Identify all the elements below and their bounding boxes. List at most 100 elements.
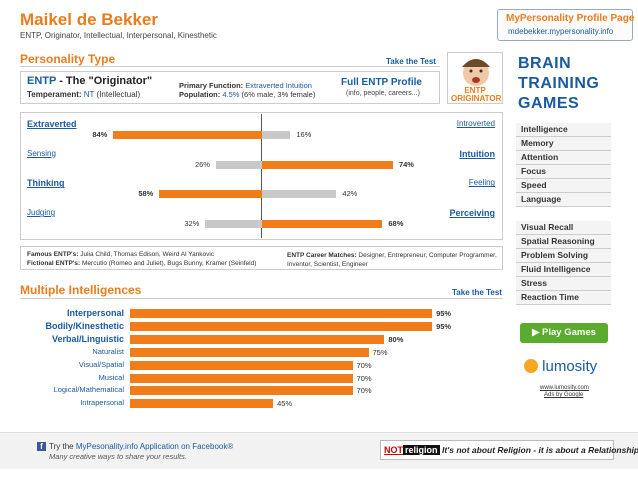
intelligence-bar <box>130 321 433 331</box>
value-left: 26% <box>194 159 210 169</box>
career-line: ENTP Career Matches: Designer, Entrepren… <box>287 251 497 269</box>
population-detail: (6% male, 3% female) <box>241 90 316 99</box>
fb-prefix: Try the <box>49 442 74 451</box>
famous-line: Famous ENTP's: Julia Child, Thomas Ediso… <box>27 251 214 258</box>
intelligence-name[interactable]: Verbal/Linguistic <box>51 333 124 344</box>
sidebar-item[interactable]: Memory <box>516 137 611 151</box>
fictional-line: Fictional ENTP's: Mercutio (Romeo and Ju… <box>27 260 256 267</box>
sidebar-item[interactable]: Fluid Intelligence <box>516 263 611 277</box>
intelligence-name[interactable]: Visual/Spatial <box>78 359 124 369</box>
sidebar-item[interactable]: Attention <box>516 151 611 165</box>
trait-left[interactable]: Thinking <box>27 178 65 189</box>
badge-title: MyPersonality Profile Page <box>506 13 635 24</box>
sidebar-item[interactable]: Visual Recall <box>516 221 611 235</box>
intelligence-name[interactable]: Musical <box>98 372 124 382</box>
intelligence-bar <box>130 399 274 409</box>
trait-right[interactable]: Feeling <box>468 178 495 188</box>
bar-left <box>159 190 262 199</box>
section-heading: Multiple Intelligences <box>20 283 142 297</box>
sidebar-item[interactable]: Intelligence <box>516 123 611 137</box>
bar-right <box>262 220 383 229</box>
intelligence-value: 95% <box>436 309 452 318</box>
fictional-label: Fictional ENTP's: <box>27 260 81 267</box>
sidebar-item[interactable]: Language <box>516 193 611 207</box>
primary-label: Primary Function: <box>179 81 244 90</box>
type-code: ENTP <box>27 75 57 87</box>
play-button[interactable]: ▶ Play Games <box>520 323 608 343</box>
sidebar-item[interactable]: Stress <box>516 277 611 291</box>
trait-left[interactable]: Sensing <box>27 148 56 158</box>
value-left: 58% <box>138 189 154 199</box>
type-name: - The "Originator" <box>59 75 153 87</box>
trait-right[interactable]: Introverted <box>456 119 495 128</box>
career-label: ENTP Career Matches: <box>287 252 357 259</box>
trait-right[interactable]: Intuition <box>459 148 496 159</box>
profile-link[interactable]: Full ENTP Profile <box>341 77 422 88</box>
badge-url: mdebekker.mypersonality.info <box>508 27 614 36</box>
sidebar-item[interactable]: Spatial Reasoning <box>516 235 611 249</box>
trait-right[interactable]: Perceiving <box>449 208 495 219</box>
trait-left[interactable]: Judging <box>27 208 56 218</box>
famous-label: Famous ENTP's: <box>27 251 79 258</box>
value-right: 74% <box>398 159 414 169</box>
primary: Primary Function: Extraverted Intuition <box>179 81 312 90</box>
religion-banner[interactable]: NOT religion It's not about Religion - it… <box>380 440 638 460</box>
logo-dot <box>524 359 538 373</box>
section-heading: Personality Type <box>20 52 116 66</box>
bar-left <box>215 160 262 169</box>
bar-right <box>262 160 393 169</box>
banner-religion: religion <box>403 445 440 455</box>
profile-subtitle: ENTP, Originator, Intellectual, Interper… <box>20 31 217 40</box>
take-test-link[interactable]: Take the Test <box>452 288 502 297</box>
type-image: ENTP ORIGINATOR <box>447 52 503 104</box>
face-icon <box>462 59 490 86</box>
profile-name: Maikel de Bekker <box>20 10 158 29</box>
lumosity-logo[interactable]: lumosity <box>524 358 597 375</box>
intelligence-value: 70% <box>356 386 372 396</box>
trait-left[interactable]: Extraverted <box>27 119 77 129</box>
logo-text: lumosity <box>542 358 598 375</box>
sidebar-item[interactable]: Focus <box>516 165 611 179</box>
intelligence-value: 45% <box>277 399 293 409</box>
temperament-label: Temperament: <box>27 90 82 99</box>
divider <box>20 66 440 67</box>
intelligence-name[interactable]: Bodily/Kinesthetic <box>45 320 124 331</box>
intelligence-name[interactable]: Naturalist <box>92 346 124 356</box>
value-right: 42% <box>342 189 358 199</box>
intelligence-bar <box>130 373 353 383</box>
bar-left <box>113 131 262 139</box>
population-value: 4.5% <box>222 90 240 99</box>
intelligence-bar <box>130 360 353 370</box>
bar-right <box>262 190 337 199</box>
bar-left <box>205 220 262 229</box>
take-test-link[interactable]: Take the Test <box>386 57 436 66</box>
ads-label[interactable]: Ads by Google <box>544 392 584 398</box>
center-line <box>261 114 262 238</box>
intelligence-value: 75% <box>372 347 388 357</box>
intelligence-value: 70% <box>356 373 372 383</box>
sidebar-item[interactable]: Speed <box>516 179 611 193</box>
badge[interactable]: MyPersonality Profile Page mdebekker.myp… <box>497 9 635 41</box>
intelligence-bar <box>130 309 433 318</box>
intelligence-name[interactable]: Logical/Mathematical <box>53 385 124 395</box>
lumosity-url[interactable]: www.lumosity.com <box>540 385 589 391</box>
career-list: Designer, Entrepreneur, Computer Program… <box>287 252 497 268</box>
value-left: 84% <box>92 130 108 139</box>
banner-not: NOT <box>384 445 403 455</box>
intelligence-value: 80% <box>388 334 404 344</box>
population-label: Population: <box>179 90 221 99</box>
fb-link[interactable]: MyPesonality.info Application on Faceboo… <box>75 442 234 451</box>
intelligence-name[interactable]: Interpersonal <box>66 308 124 318</box>
primary-value: Extraverted Intuition <box>245 81 312 90</box>
banner-text: It's not about Religion - it is about a … <box>442 445 638 455</box>
bar-right <box>262 131 291 139</box>
facebook-icon: f <box>37 442 46 451</box>
famous-box: Famous ENTP's: Julia Child, Thomas Ediso… <box>20 246 503 270</box>
temperament-code: NT <box>83 90 95 99</box>
type-box: ENTP - The "Originator" Temperament: NT … <box>20 71 440 104</box>
sidebar-item[interactable]: Problem Solving <box>516 249 611 263</box>
intelligence-name[interactable]: Intrapersonal <box>80 398 124 408</box>
intelligence-bar <box>130 347 369 357</box>
sidebar-item[interactable]: Reaction Time <box>516 291 611 305</box>
temperament: Temperament: NT (Intellectual) <box>27 90 140 99</box>
